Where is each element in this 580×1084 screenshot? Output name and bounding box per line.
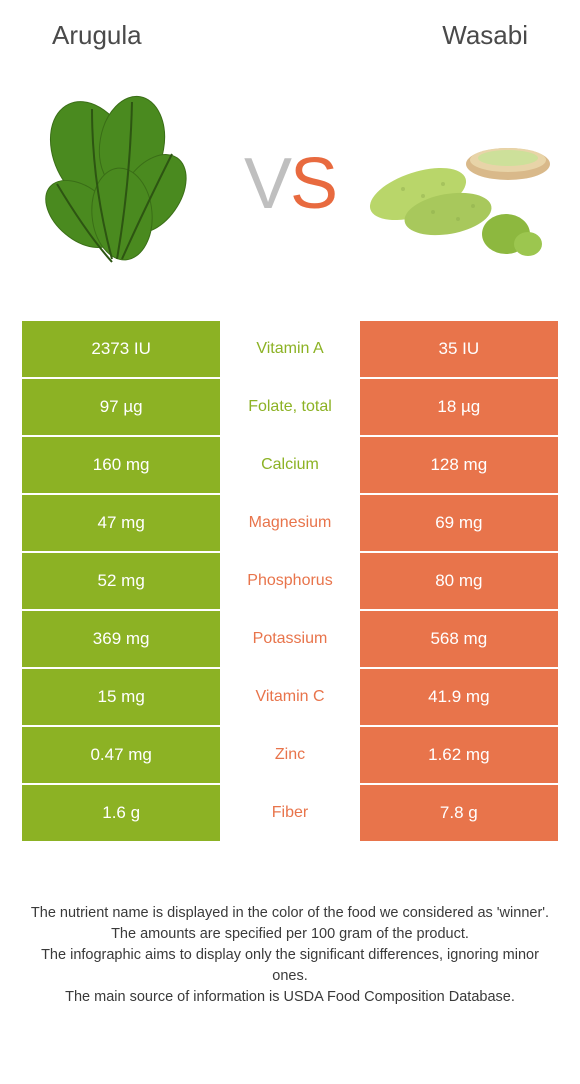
title-row: Arugula Wasabi (22, 20, 558, 51)
cell-label: Phosphorus (220, 553, 359, 609)
cell-right: 568 mg (360, 611, 558, 667)
table-row: 1.6 gFiber7.8 g (22, 785, 558, 843)
cell-right: 80 mg (360, 553, 558, 609)
cell-left: 52 mg (22, 553, 220, 609)
cell-left: 1.6 g (22, 785, 220, 841)
cell-label: Zinc (220, 727, 359, 783)
cell-right: 128 mg (360, 437, 558, 493)
vs-v: V (244, 144, 290, 224)
cell-label: Potassium (220, 611, 359, 667)
cell-label: Fiber (220, 785, 359, 841)
cell-label: Vitamin C (220, 669, 359, 725)
comparison-table: 2373 IUVitamin A35 IU97 µgFolate, total1… (22, 321, 558, 843)
cell-left: 15 mg (22, 669, 220, 725)
table-row: 369 mgPotassium568 mg (22, 611, 558, 669)
cell-left: 160 mg (22, 437, 220, 493)
cell-right: 69 mg (360, 495, 558, 551)
cell-left: 0.47 mg (22, 727, 220, 783)
cell-right: 1.62 mg (360, 727, 558, 783)
cell-label: Folate, total (220, 379, 359, 435)
arugula-image (22, 84, 222, 284)
table-row: 2373 IUVitamin A35 IU (22, 321, 558, 379)
cell-left: 97 µg (22, 379, 220, 435)
footer-line: The infographic aims to display only the… (30, 945, 550, 987)
footer-line: The main source of information is USDA F… (30, 987, 550, 1008)
cell-label: Calcium (220, 437, 359, 493)
table-row: 52 mgPhosphorus80 mg (22, 553, 558, 611)
cell-left: 2373 IU (22, 321, 220, 377)
cell-right: 41.9 mg (360, 669, 558, 725)
table-row: 15 mgVitamin C41.9 mg (22, 669, 558, 727)
wasabi-image (348, 84, 558, 284)
title-left: Arugula (52, 20, 142, 51)
cell-left: 369 mg (22, 611, 220, 667)
table-row: 0.47 mgZinc1.62 mg (22, 727, 558, 785)
table-row: 160 mgCalcium128 mg (22, 437, 558, 495)
title-right: Wasabi (442, 20, 528, 51)
cell-left: 47 mg (22, 495, 220, 551)
infographic-container: Arugula Wasabi VS (0, 0, 580, 1018)
cell-right: 7.8 g (360, 785, 558, 841)
cell-label: Magnesium (220, 495, 359, 551)
vs-s: S (290, 144, 336, 224)
hero-row: VS (22, 69, 558, 299)
cell-label: Vitamin A (220, 321, 359, 377)
footer-line: The nutrient name is displayed in the co… (30, 903, 550, 924)
footer-notes: The nutrient name is displayed in the co… (22, 903, 558, 1008)
table-row: 97 µgFolate, total18 µg (22, 379, 558, 437)
table-row: 47 mgMagnesium69 mg (22, 495, 558, 553)
cell-right: 35 IU (360, 321, 558, 377)
vs-label: VS (244, 143, 336, 225)
cell-right: 18 µg (360, 379, 558, 435)
footer-line: The amounts are specified per 100 gram o… (30, 924, 550, 945)
